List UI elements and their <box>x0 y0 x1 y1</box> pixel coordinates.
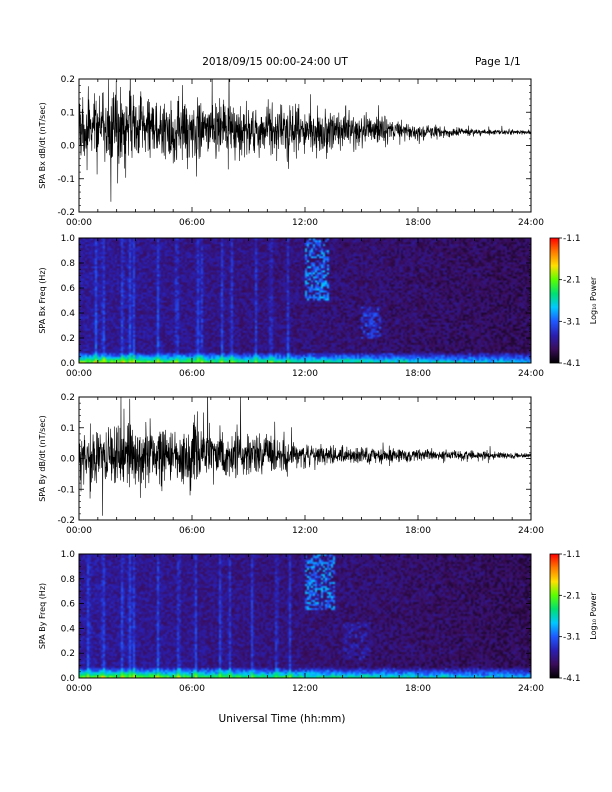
panels: 00:00 06:00 12:00 18:00 24:00 0.2 0.1 0.0 -0.1 -0… <box>38 75 598 694</box>
y-tick-label: 0.2 <box>61 649 75 659</box>
series-line <box>79 79 531 202</box>
y-tick-label: -0.2 <box>57 516 75 526</box>
y-tick-label: 0.2 <box>61 393 75 403</box>
x-tick-label: 24:00 <box>518 218 544 228</box>
y-tick-label: 0.8 <box>61 575 76 585</box>
y-tick-label: 0.1 <box>61 424 75 434</box>
y-tick-label: -0.1 <box>57 485 75 495</box>
y-axis-label: SPA By dB/dt (nT/sec) <box>38 415 47 502</box>
y-tick-label: 0.0 <box>61 359 76 369</box>
x-tick-label: 12:00 <box>292 369 318 379</box>
y-tick-label: 0.8 <box>61 259 76 269</box>
colorbar <box>549 237 560 364</box>
spectrogram-image <box>79 554 531 678</box>
y-tick-label: -0.1 <box>57 175 75 185</box>
x-tick-label: 00:00 <box>66 526 92 536</box>
colorbar-tick-label: -3.1 <box>563 317 581 327</box>
x-tick-label: 18:00 <box>405 218 431 228</box>
y-tick-label: 1.0 <box>61 234 76 244</box>
y-tick-label: 0.4 <box>61 309 76 319</box>
colorbar-label: Log₁₀ Power <box>589 276 598 324</box>
x-axis-title: Universal Time (hh:mm) <box>219 713 346 725</box>
x-tick-label: 12:00 <box>292 526 318 536</box>
plot-frame <box>78 78 532 213</box>
page-indicator: Page 1/1 <box>475 56 521 68</box>
y-tick-label: 0.2 <box>61 75 75 85</box>
colorbar <box>549 553 560 679</box>
colorbar-tick-label: -1.1 <box>563 550 581 560</box>
y-tick-label: 0.6 <box>61 600 76 610</box>
y-tick-label: -0.2 <box>57 208 75 218</box>
x-tick-label: 00:00 <box>66 684 92 694</box>
panel-1: 00:00 06:00 12:00 18:00 24:00 0.2 0.1 0.0 -0.1 -0… <box>38 75 544 228</box>
y-tick-label: 0.4 <box>61 624 76 634</box>
colorbar-tick-label: -4.1 <box>563 674 581 684</box>
x-tick-label: 18:00 <box>405 369 431 379</box>
y-tick-label: 0.1 <box>61 108 75 118</box>
spectrogram-image <box>79 238 531 363</box>
panel-4: -1.1 -2.1 -3.1 -4.1 Log₁₀ Power 00:00 06:00 12:… <box>38 550 598 694</box>
x-tick-label: 24:00 <box>518 526 544 536</box>
colorbar-tick-label: -4.1 <box>563 359 581 369</box>
y-tick-label: 0.2 <box>61 334 75 344</box>
colorbar-label: Log₁₀ Power <box>589 592 598 640</box>
x-tick-label: 24:00 <box>518 684 544 694</box>
y-axis-label: SPA Bx dB/dt (nT/sec) <box>38 102 47 189</box>
y-tick-label: 0.6 <box>61 284 76 294</box>
x-tick-label: 06:00 <box>179 684 205 694</box>
y-tick-label: 0.0 <box>61 455 76 465</box>
x-tick-label: 00:00 <box>66 218 92 228</box>
x-tick-label: 06:00 <box>179 218 205 228</box>
y-axis-label: SPA By Freq (Hz) <box>38 583 47 649</box>
x-tick-label: 00:00 <box>66 369 92 379</box>
colorbar-tick-label: -2.1 <box>563 276 581 286</box>
x-tick-label: 06:00 <box>179 369 205 379</box>
x-tick-label: 18:00 <box>405 526 431 536</box>
x-tick-label: 06:00 <box>179 526 205 536</box>
series-line <box>79 397 531 516</box>
x-tick-label: 18:00 <box>405 684 431 694</box>
panel-2: -1.1 -2.1 -3.1 -4.1 Log₁₀ Power 00:00 06:00 12:… <box>38 234 598 379</box>
y-axis-label: SPA Bx Freq (Hz) <box>38 267 47 333</box>
panel-3: 00:00 06:00 12:00 18:00 24:00 0.2 0.1 0.0 -0.1 -0… <box>38 393 544 536</box>
colorbar-tick-label: -3.1 <box>563 633 581 643</box>
plot-title: 2018/09/15 00:00-24:00 UT <box>202 56 348 68</box>
colorbar-tick-label: -2.1 <box>563 591 581 601</box>
y-tick-label: 1.0 <box>61 550 76 560</box>
y-tick-label: 0.0 <box>61 674 76 684</box>
x-tick-label: 12:00 <box>292 218 318 228</box>
colorbar-tick-label: -1.1 <box>563 234 581 244</box>
y-tick-label: 0.0 <box>61 142 76 152</box>
x-tick-label: 24:00 <box>518 369 544 379</box>
x-tick-label: 12:00 <box>292 684 318 694</box>
